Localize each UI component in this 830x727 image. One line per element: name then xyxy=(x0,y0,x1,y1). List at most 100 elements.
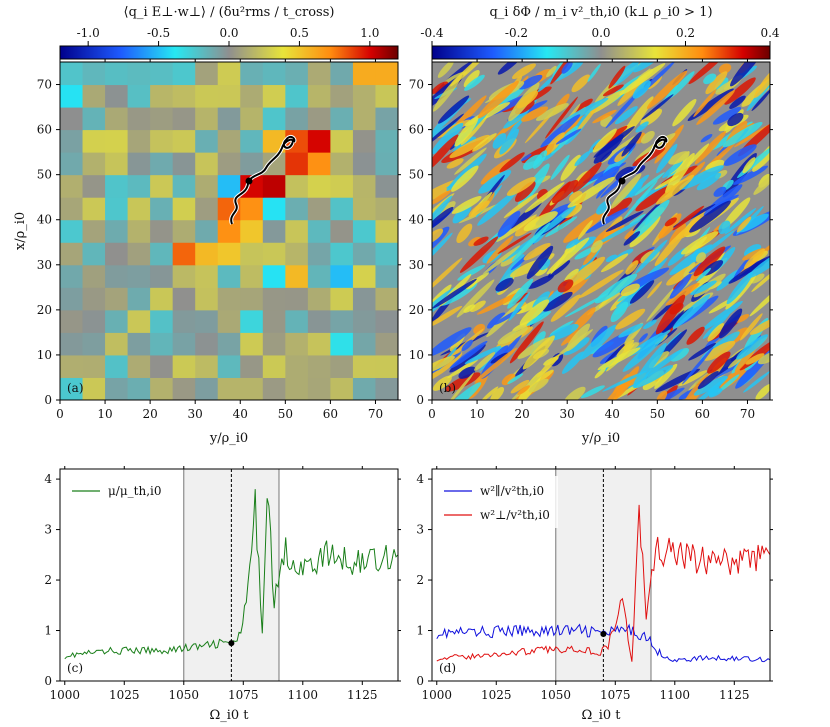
streak xyxy=(590,240,603,253)
heatmap-cell xyxy=(375,84,399,108)
streak xyxy=(743,371,770,393)
streak xyxy=(561,351,585,374)
streak xyxy=(545,216,578,237)
streak xyxy=(574,151,591,167)
x-tick-label: 1025 xyxy=(109,688,140,702)
heatmap-cell xyxy=(262,332,286,356)
heatmap-cell xyxy=(172,129,196,153)
heatmap-cell xyxy=(105,84,129,108)
streak xyxy=(540,114,581,148)
heatmap-cell xyxy=(60,219,84,243)
heatmap-cell xyxy=(127,174,151,198)
streak xyxy=(594,220,641,246)
streak xyxy=(564,268,579,282)
heatmap-cell xyxy=(352,242,376,266)
x-tick-label: 30 xyxy=(560,407,575,421)
heatmap-cell xyxy=(127,377,151,401)
streak xyxy=(678,370,708,387)
streak xyxy=(450,62,491,87)
heatmap-cell xyxy=(82,152,106,176)
streak xyxy=(608,65,626,89)
streak xyxy=(497,62,523,75)
time-marker xyxy=(600,631,607,638)
streak xyxy=(497,232,532,254)
streak xyxy=(474,347,518,383)
streak xyxy=(566,323,591,352)
heatmap-cell xyxy=(82,129,106,153)
streak xyxy=(729,95,746,109)
streak xyxy=(647,281,662,299)
streak xyxy=(743,244,762,257)
x-tick-label: 0 xyxy=(428,407,436,421)
streak xyxy=(547,260,571,278)
heatmap-cell xyxy=(352,332,376,356)
streak xyxy=(681,231,719,255)
heatmap-cell xyxy=(82,84,106,108)
heatmap-cell xyxy=(330,174,354,198)
streak xyxy=(602,370,648,392)
heatmap-cell xyxy=(172,174,196,198)
heatmap-cell xyxy=(82,377,106,401)
streak xyxy=(526,245,554,279)
heatmap-cell xyxy=(195,242,219,266)
colorbar-tick-label: -0.4 xyxy=(420,26,444,40)
streak xyxy=(592,330,634,358)
streak xyxy=(574,98,593,113)
streak xyxy=(517,385,530,395)
y-tick-label: 10 xyxy=(409,348,424,362)
streak xyxy=(646,70,688,109)
heatmap-cell xyxy=(82,174,106,198)
heatmap-cell xyxy=(330,332,354,356)
heatmap-cell xyxy=(262,107,286,131)
x-tick-label: 50 xyxy=(278,407,293,421)
streak xyxy=(695,252,706,264)
x-tick-label: 1025 xyxy=(481,688,512,702)
heatmap-cell xyxy=(105,309,129,333)
streak xyxy=(714,77,729,93)
streak xyxy=(555,128,582,145)
streak xyxy=(432,232,453,266)
heatmap-cell xyxy=(285,242,309,266)
streak xyxy=(567,176,615,208)
heatmap-cell xyxy=(307,174,331,198)
heatmap-cell xyxy=(262,62,286,86)
streak xyxy=(518,74,543,90)
y-tick-label: 4 xyxy=(44,472,52,486)
streak xyxy=(640,130,655,144)
heatmap-cell xyxy=(60,174,84,198)
axes-a-frame xyxy=(59,61,399,401)
y-tick-label: 60 xyxy=(37,123,52,137)
streak xyxy=(610,301,629,323)
streak xyxy=(716,269,740,291)
heatmap-cell xyxy=(352,287,376,311)
streak xyxy=(564,256,606,289)
streak xyxy=(708,388,723,398)
heatmap-cell xyxy=(285,332,309,356)
heatmap-cell xyxy=(217,309,241,333)
heatmap-cell xyxy=(375,219,399,243)
heatmap-cell xyxy=(82,107,106,131)
streak xyxy=(432,327,472,357)
heatmap-cell xyxy=(217,84,241,108)
heatmap-cell xyxy=(172,377,196,401)
streak xyxy=(546,65,557,78)
y-tick-label: 40 xyxy=(37,213,52,227)
xlabel-c: Ω_i0 t xyxy=(209,708,249,723)
streak xyxy=(614,106,638,125)
heatmap-cell xyxy=(240,377,264,401)
heatmap-cell xyxy=(82,287,106,311)
heatmap-cell xyxy=(330,152,354,176)
streak xyxy=(745,353,765,365)
streak xyxy=(696,172,722,191)
streak xyxy=(612,62,639,86)
heatmap-cell xyxy=(127,242,151,266)
heatmap-cell xyxy=(375,107,399,131)
streak xyxy=(432,305,463,328)
streak xyxy=(468,236,482,247)
marker-a xyxy=(245,177,253,185)
streak xyxy=(602,84,624,97)
streak xyxy=(477,80,519,119)
streak xyxy=(552,179,579,204)
streak xyxy=(526,311,552,326)
heatmap-cell xyxy=(217,219,241,243)
